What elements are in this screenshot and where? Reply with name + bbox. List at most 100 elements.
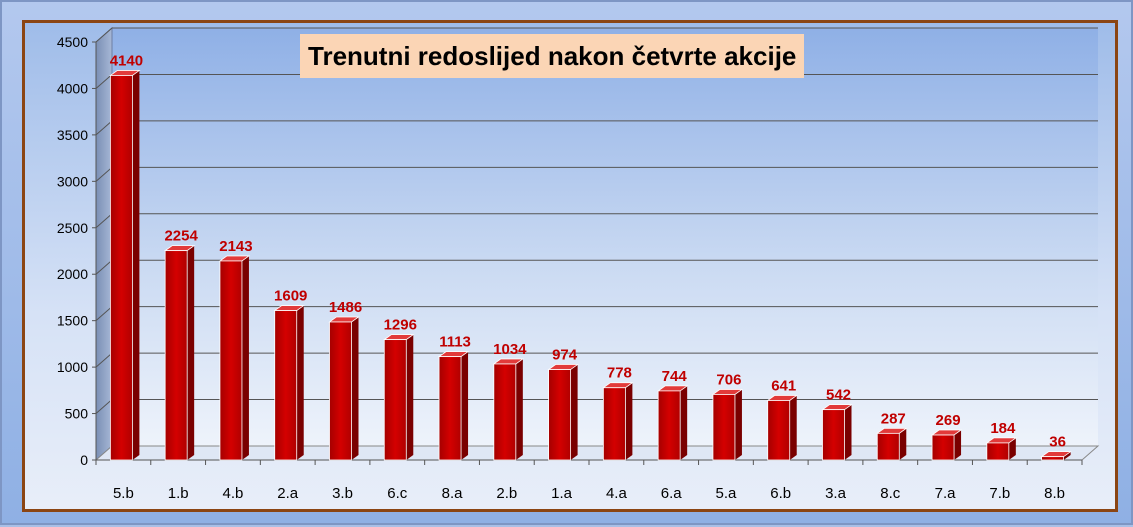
bar [656,385,689,461]
x-tick-label: 5.b [113,485,134,502]
bar-front [822,409,845,461]
x-tick-label: 1.a [551,485,573,502]
bar-side [406,334,414,460]
bar-side [570,364,578,460]
x-tick-label: 3.b [332,485,353,502]
bar-side [1008,437,1016,460]
plot-back-wall-panel [112,28,1098,446]
data-label: 1113 [439,334,471,351]
y-tick-label: 3500 [57,127,88,143]
x-tick-label: 8.b [1044,485,1065,502]
bar [821,404,853,461]
bar-front [931,434,955,461]
bar [492,358,525,461]
x-tick-label: 3.a [825,485,847,502]
y-tick-label: 4500 [57,34,88,50]
data-label: 1296 [384,317,417,334]
data-label: 974 [552,347,578,364]
x-tick-label: 8.c [880,485,901,502]
bar [985,437,1018,461]
bar [766,395,798,461]
bar-side [789,395,797,460]
bar [876,427,908,461]
bar [602,382,634,461]
bar-side [351,316,359,460]
bar [547,364,579,461]
bar [328,316,360,461]
x-tick-label: 6.a [661,485,683,502]
bar-front [548,369,572,461]
plot-side-wall [95,26,113,462]
y-tick-label: 1000 [57,359,88,375]
data-label: 778 [607,365,632,382]
x-tick-label: 2.b [496,485,517,502]
x-tick-label: 4.b [223,485,244,502]
bar-front [438,356,462,461]
data-label: 36 [1049,434,1066,451]
x-tick-label: 8.a [442,485,464,502]
bar-front [1041,456,1065,461]
bar-side [132,70,140,460]
bar-side [461,351,469,460]
bar-front [876,432,900,461]
bar [163,245,196,461]
y-tick-label: 1500 [57,313,88,329]
bar [218,255,251,461]
y-tick-label: 2500 [57,220,88,236]
bar-front [329,321,352,461]
y-tick-label: 4000 [57,80,88,96]
y-tick-label: 500 [65,406,89,422]
data-label: 2254 [164,228,198,245]
bar-side [241,255,249,460]
data-label: 1486 [329,299,362,316]
bar-side [680,385,688,460]
bar [711,389,744,461]
bar-side [515,358,523,460]
bar [383,334,415,461]
data-label: 542 [826,387,851,404]
bar-front [219,260,243,461]
bar-side [187,245,195,460]
x-tick-label: 7.b [989,485,1010,502]
bar-side [844,404,852,460]
chart-title: Trenutni redoslijed nakon četvrte akcije [300,34,805,78]
data-label: 1034 [493,341,527,358]
y-tick-label: 2000 [57,266,88,282]
bar-front [274,310,298,461]
x-tick-label: 6.b [770,485,791,502]
data-labels: 4140 2254 2143 1609 1486 1296 1113 1034 974 778 74… [110,52,1066,450]
bar-side [954,430,962,460]
data-label: 269 [936,412,961,429]
x-tick-label: 6.c [387,485,408,502]
bar-front [164,250,188,461]
bar [930,429,963,461]
bar [109,70,141,461]
data-label: 1609 [274,288,307,305]
bar [437,351,470,461]
bar-front [986,442,1010,461]
data-label: 2143 [219,238,252,255]
bar-side [625,382,633,460]
data-label: 744 [662,368,688,385]
x-tick-label: 5.a [716,485,738,502]
bar-front [383,339,407,461]
y-tick-label: 3000 [57,173,88,189]
bar-front [657,390,681,461]
data-label: 4140 [110,52,143,69]
x-tick-label: 1.b [168,485,189,502]
bar [273,305,305,461]
bar-side [1063,451,1071,460]
bar-front [602,387,626,461]
x-tick-label: 7.a [935,485,957,502]
data-label: 641 [771,377,796,394]
bar-side [296,305,304,460]
bar-front [109,75,133,461]
axes: 0 500 1000 1500 2000 2500 3000 3500 4000 4500 5.b 1… [57,34,1083,502]
gridline [95,27,1098,43]
x-tick-label: 4.a [606,485,628,502]
bar-side [899,428,907,460]
bar [1040,451,1072,461]
data-label: 706 [716,371,741,388]
